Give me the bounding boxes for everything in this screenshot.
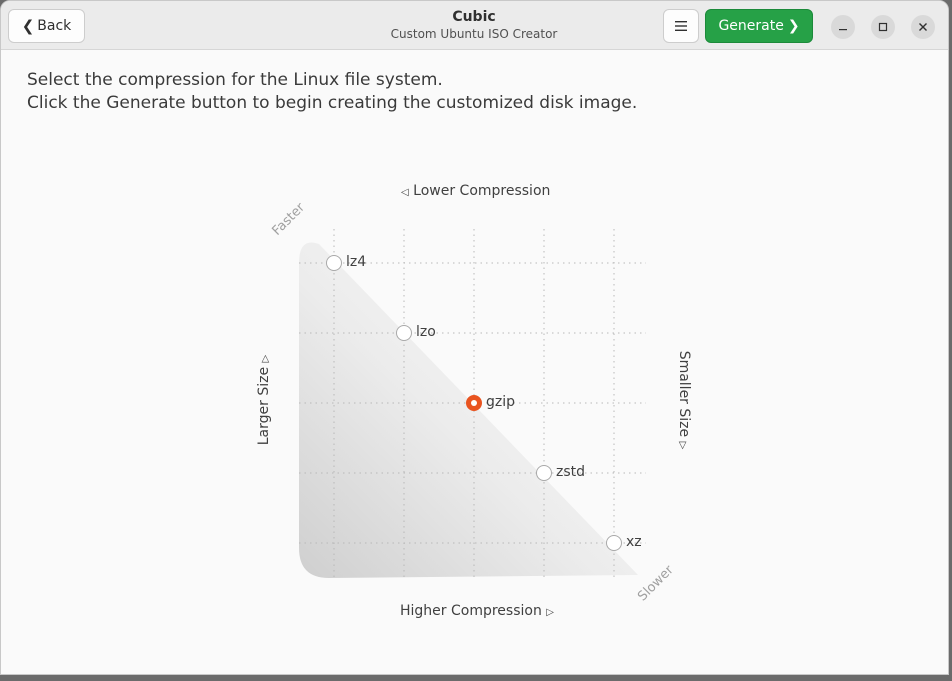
radio-gzip[interactable] bbox=[466, 395, 482, 411]
axis-label-left: Larger Size ▷ bbox=[256, 345, 272, 455]
header-bar: ❮ Back Cubic Custom Ubuntu ISO Creator G… bbox=[1, 1, 948, 50]
window-title: Cubic bbox=[452, 9, 496, 25]
option-label-lzo[interactable]: lzo bbox=[416, 324, 436, 340]
compression-triangle bbox=[299, 242, 638, 579]
triangle-right-icon: ▷ bbox=[677, 441, 688, 450]
option-label-gzip[interactable]: gzip bbox=[486, 394, 516, 410]
radio-lzo[interactable] bbox=[396, 325, 412, 341]
close-icon bbox=[919, 23, 927, 31]
instructions: Select the compression for the Linux fil… bbox=[27, 69, 637, 115]
option-label-lz4[interactable]: lz4 bbox=[346, 254, 367, 270]
hamburger-menu-icon bbox=[675, 21, 687, 31]
axis-label-right: Smaller Size ▷ bbox=[676, 342, 692, 458]
window-subtitle: Custom Ubuntu ISO Creator bbox=[390, 27, 558, 41]
axis-label-bottom: Higher Compression ▷ bbox=[400, 603, 554, 619]
minimize-icon bbox=[839, 29, 847, 31]
title-block: Cubic Custom Ubuntu ISO Creator bbox=[331, 8, 617, 42]
chevron-right-icon: ❯ bbox=[787, 18, 800, 34]
chevron-left-icon: ❮ bbox=[21, 17, 35, 35]
smaller-size-label: Smaller Size bbox=[676, 350, 692, 438]
radio-zstd[interactable] bbox=[536, 465, 552, 481]
axis-label-top: ◁ Lower Compression bbox=[401, 183, 550, 199]
triangle-right-icon: ▷ bbox=[546, 607, 554, 618]
instruction-line-2: Click the Generate button to begin creat… bbox=[27, 93, 638, 113]
lower-compression-label: Lower Compression bbox=[413, 183, 551, 199]
maximize-button[interactable] bbox=[871, 15, 895, 39]
radio-lz4[interactable] bbox=[326, 255, 342, 271]
close-button[interactable] bbox=[911, 15, 935, 39]
back-button[interactable]: ❮ Back bbox=[8, 9, 85, 43]
option-label-zstd[interactable]: zstd bbox=[556, 464, 586, 480]
triangle-left-icon: ◁ bbox=[401, 187, 409, 198]
higher-compression-label: Higher Compression bbox=[400, 603, 542, 619]
instruction-line-1: Select the compression for the Linux fil… bbox=[27, 70, 443, 90]
radio-xz[interactable] bbox=[606, 535, 622, 551]
generate-button-label: Generate bbox=[718, 18, 784, 34]
maximize-icon bbox=[878, 22, 888, 32]
minimize-button[interactable] bbox=[831, 15, 855, 39]
larger-size-label: Larger Size bbox=[256, 366, 272, 446]
back-button-label: Back bbox=[37, 18, 72, 34]
option-label-xz[interactable]: xz bbox=[626, 534, 642, 550]
triangle-right-icon: ▷ bbox=[260, 354, 271, 363]
menu-button[interactable] bbox=[663, 9, 699, 43]
generate-button[interactable]: Generate ❯ bbox=[705, 9, 813, 43]
